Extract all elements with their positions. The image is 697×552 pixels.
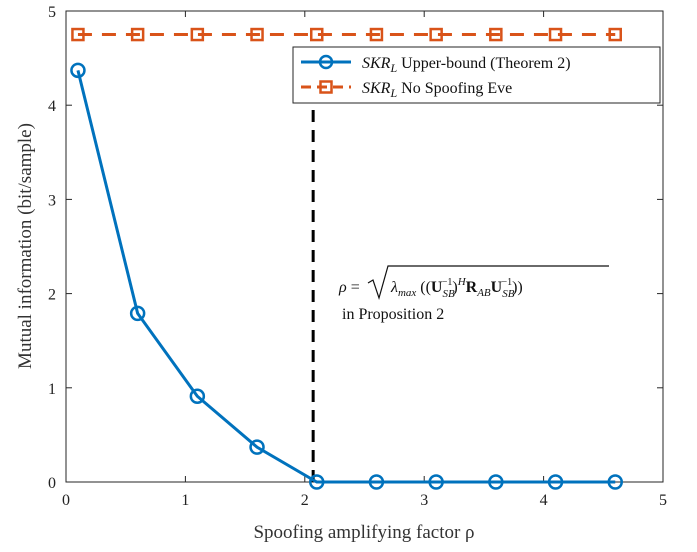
y-axis-label: Mutual information (bit/sample) <box>15 123 36 369</box>
y-tick-label: 4 <box>48 98 56 115</box>
data-point-no-spoofing <box>130 27 145 42</box>
ticks-layer: 0 1 2 3 4 5 0 1 2 3 4 5 <box>48 4 667 509</box>
radical-sign <box>367 265 609 301</box>
x-tick-label: 2 <box>301 492 309 509</box>
series-layer <box>70 27 623 490</box>
data-point-upper-bound <box>368 474 385 490</box>
x-tick-label: 3 <box>420 492 428 509</box>
legend-marker-upper-bound <box>318 54 334 70</box>
legend-label-no-spoofing: SKRL No Spoofing Eve <box>362 80 512 100</box>
y-tick-label: 5 <box>48 4 56 21</box>
legend-box <box>292 46 661 104</box>
y-tick-label: 0 <box>48 475 56 492</box>
data-point-no-spoofing <box>190 27 205 42</box>
annotation-caption: in Proposition 2 <box>342 306 444 323</box>
y-tick-label: 1 <box>48 381 56 398</box>
data-point-no-spoofing <box>608 27 622 42</box>
data-point-upper-bound <box>547 474 564 490</box>
data-point-upper-bound <box>308 474 325 490</box>
annotation-formula: ρ = λmax ((USB−1)HRABUSB−1)) <box>338 265 609 301</box>
x-tick-label: 0 <box>62 492 70 509</box>
data-point-upper-bound <box>428 474 444 490</box>
legend-entry-upper-bound: SKRL Upper-bound (Theorem 2) <box>301 54 571 75</box>
data-point-no-spoofing <box>489 27 503 42</box>
data-point-upper-bound <box>189 388 206 405</box>
data-point-no-spoofing <box>250 27 264 42</box>
data-point-no-spoofing <box>548 27 563 42</box>
legend-label-upper-bound: SKRL Upper-bound (Theorem 2) <box>362 55 571 75</box>
annotation-formula-body: λmax ((USB−1)HRABUSB−1)) <box>390 276 523 300</box>
data-point-no-spoofing <box>429 27 443 42</box>
x-tick-label: 1 <box>181 492 189 509</box>
x-axis-label: Spoofing amplifying factor ρ <box>253 522 474 543</box>
x-tick-label: 4 <box>540 492 548 509</box>
legend: SKRL Upper-bound (Theorem 2) SKRL No Spo… <box>292 46 661 104</box>
x-tick-label: 5 <box>659 492 667 509</box>
legend-entry-no-spoofing: SKRL No Spoofing Eve <box>301 80 512 100</box>
data-point-upper-bound <box>488 474 504 490</box>
data-point-no-spoofing <box>71 27 85 42</box>
y-tick-label: 3 <box>48 192 56 209</box>
annotation-formula-text: ρ = <box>338 279 360 296</box>
series-line-upper-bound <box>76 69 616 484</box>
data-point-upper-bound <box>129 305 146 322</box>
data-point-no-spoofing <box>369 27 384 42</box>
legend-marker-no-spoofing <box>319 80 333 94</box>
data-point-upper-bound <box>70 62 86 79</box>
data-point-upper-bound <box>607 474 623 490</box>
data-point-upper-bound <box>249 439 265 455</box>
data-point-no-spoofing <box>309 27 324 42</box>
y-tick-label: 2 <box>48 287 56 304</box>
